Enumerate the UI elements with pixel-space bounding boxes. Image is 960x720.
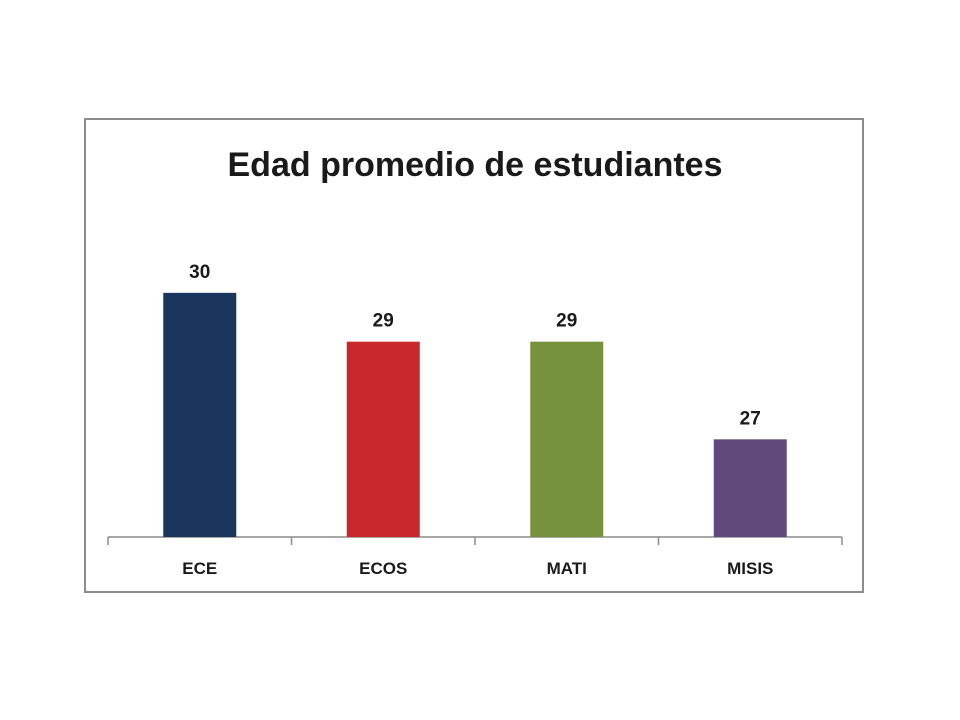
bar-ecos	[346, 341, 420, 537]
bars	[163, 292, 787, 537]
x-tick-label-ecos: ECOS	[359, 559, 407, 578]
bar-mati	[530, 341, 604, 537]
data-label-misis: 27	[740, 408, 761, 429]
bar-misis	[713, 439, 787, 537]
data-label-ecos: 29	[373, 311, 394, 332]
data-labels: 30 29 29 27	[189, 262, 761, 430]
bar-ece	[163, 292, 237, 537]
bar-chart: Edad promedio de estudiantes 30 29 29 27 EC…	[107, 146, 843, 578]
x-tick-label-ece: ECE	[182, 559, 217, 578]
data-label-ece: 30	[189, 262, 210, 283]
x-tick-label-misis: MISIS	[727, 559, 773, 578]
data-label-mati: 29	[556, 311, 577, 332]
x-axis	[107, 536, 843, 545]
chart-title: Edad promedio de estudiantes	[228, 146, 723, 184]
chart-area: Edad promedio de estudiantes 30 29 29 27 EC…	[84, 118, 864, 593]
x-tick-labels: ECE ECOS MATI MISIS	[182, 559, 773, 578]
x-tick-label-mati: MATI	[547, 559, 587, 578]
